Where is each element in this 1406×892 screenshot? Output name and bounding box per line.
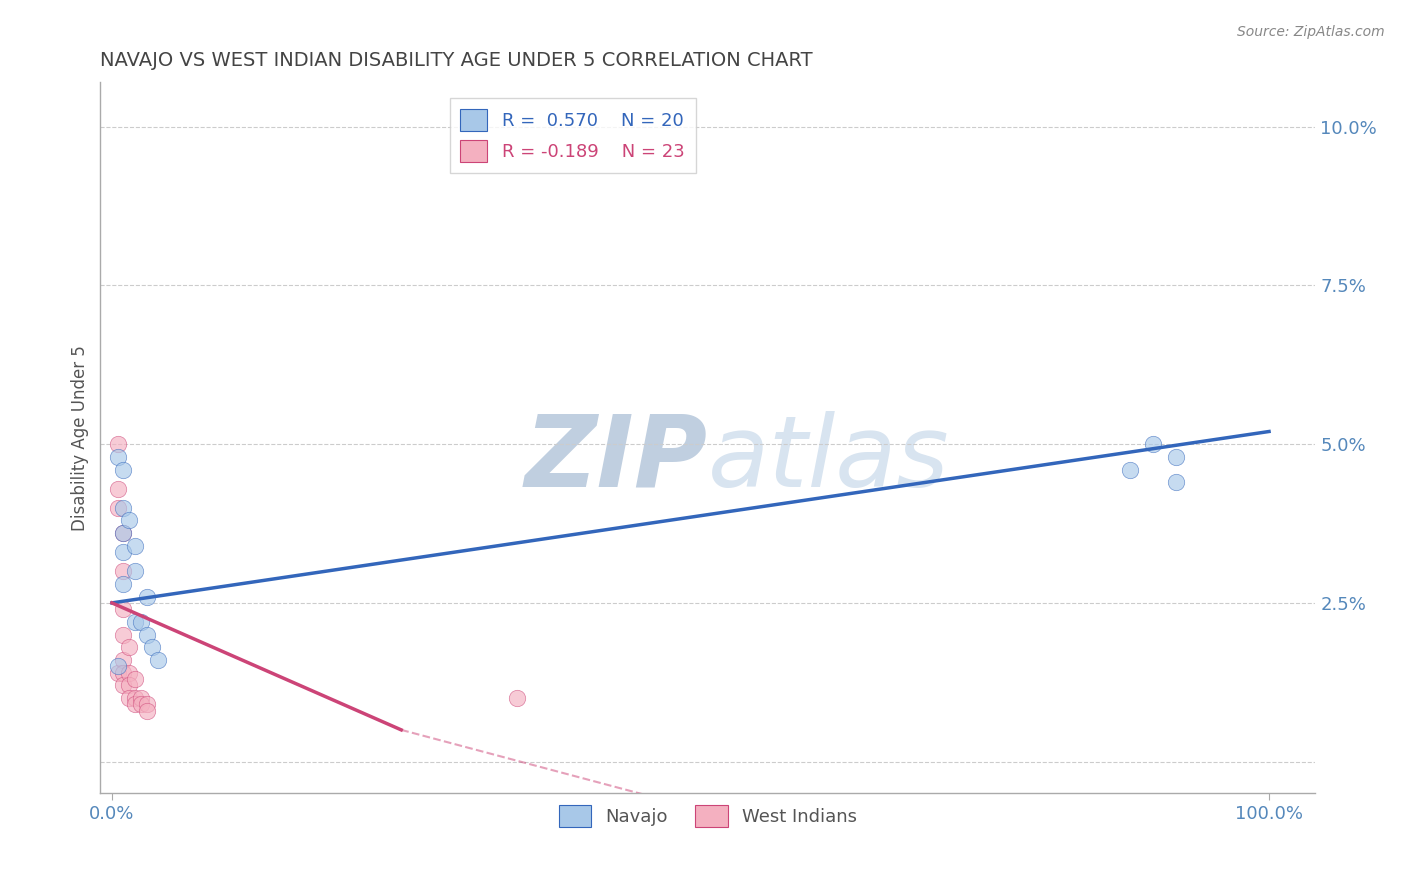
Point: [112, 577, 135, 591]
Point: [129, 691, 152, 706]
Point: [112, 526, 135, 541]
Point: [107, 437, 129, 451]
Point: [124, 691, 146, 706]
Point: [112, 665, 135, 680]
Point: [129, 615, 152, 629]
Point: [112, 627, 135, 641]
Point: [107, 659, 129, 673]
Point: [506, 691, 529, 706]
Point: [148, 653, 170, 667]
Point: [124, 698, 146, 712]
Text: NAVAJO VS WEST INDIAN DISABILITY AGE UNDER 5 CORRELATION CHART: NAVAJO VS WEST INDIAN DISABILITY AGE UND…: [100, 51, 813, 70]
Point: [1166, 450, 1188, 464]
Point: [107, 450, 129, 464]
Point: [124, 539, 146, 553]
Point: [118, 665, 141, 680]
Point: [118, 691, 141, 706]
Point: [107, 500, 129, 515]
Point: [141, 640, 163, 655]
Point: [107, 665, 129, 680]
Point: [112, 500, 135, 515]
Point: [112, 526, 135, 541]
Point: [135, 698, 157, 712]
Y-axis label: Disability Age Under 5: Disability Age Under 5: [72, 345, 89, 531]
Point: [112, 678, 135, 692]
Point: [112, 462, 135, 476]
Point: [1119, 462, 1142, 476]
Point: [129, 698, 152, 712]
Point: [118, 513, 141, 527]
Legend: Navajo, West Indians: Navajo, West Indians: [551, 797, 865, 834]
Text: Source: ZipAtlas.com: Source: ZipAtlas.com: [1237, 25, 1385, 39]
Point: [124, 615, 146, 629]
Point: [1142, 437, 1164, 451]
Text: ZIP: ZIP: [524, 410, 707, 508]
Point: [112, 602, 135, 616]
Text: atlas: atlas: [707, 410, 949, 508]
Point: [118, 678, 141, 692]
Point: [124, 672, 146, 686]
Point: [135, 627, 157, 641]
Point: [118, 640, 141, 655]
Point: [135, 590, 157, 604]
Point: [112, 653, 135, 667]
Point: [124, 564, 146, 578]
Point: [107, 482, 129, 496]
Point: [112, 564, 135, 578]
Point: [1166, 475, 1188, 490]
Point: [112, 545, 135, 559]
Point: [135, 704, 157, 718]
